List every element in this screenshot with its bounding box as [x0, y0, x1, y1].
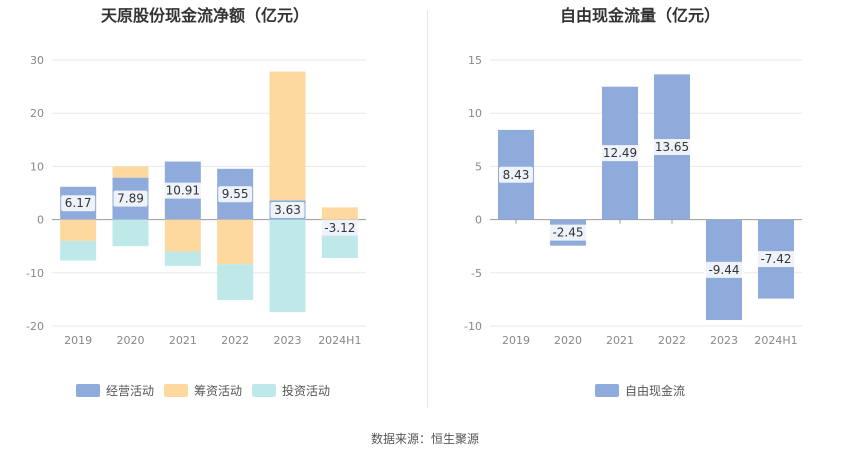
data-label: -7.42 [760, 252, 791, 266]
data-label-background [270, 201, 305, 218]
data-label: 6.17 [65, 196, 92, 210]
legend-label: 经营活动 [106, 384, 154, 398]
legend-swatch [76, 384, 100, 397]
data-label: 12.49 [603, 146, 637, 160]
data-label: -9.44 [708, 263, 739, 277]
y-tick-label: 15 [468, 54, 482, 67]
y-tick-label: 20 [30, 107, 44, 120]
y-tick-label: 10 [468, 107, 482, 120]
chart-divider [427, 10, 428, 408]
data-label: 3.63 [274, 203, 301, 217]
legend-swatch [252, 384, 276, 397]
bar-3-2020 [112, 219, 149, 247]
data-label-background [547, 224, 589, 241]
data-label-background [319, 219, 361, 236]
y-tick-label: -5 [471, 267, 482, 280]
y-tick-label: 10 [30, 160, 44, 173]
data-label-background [61, 195, 96, 212]
bar-3-2021 [164, 251, 201, 266]
x-tick-label: 2021 [169, 334, 197, 347]
x-tick-label: 2023 [710, 334, 738, 347]
legend-label: 筹资活动 [194, 384, 242, 398]
y-tick-label: 30 [30, 54, 44, 67]
data-label: 10.91 [166, 184, 200, 198]
free-cash-flow-chart: 自由现金流量（亿元） -10 -5 0 5 10 15 2019 2020 2021 2022 20… [464, 6, 802, 398]
x-tick-label: 2019 [64, 334, 92, 347]
bar-3-2022 [217, 264, 254, 300]
bar-2-2024H1 [321, 207, 358, 220]
y-tick-label: 0 [37, 214, 44, 227]
data-label-background [651, 138, 693, 155]
data-label: 8.43 [503, 168, 530, 182]
data-label: -2.45 [552, 226, 583, 240]
x-tick-label: 2022 [221, 334, 249, 347]
data-label: -3.12 [324, 221, 355, 235]
legend-swatch [164, 384, 188, 397]
x-tick-label: 2023 [274, 334, 302, 347]
cash-flow-chart-title: 天原股份现金流净额（亿元） [101, 6, 309, 25]
data-source-note: 数据来源：恒生聚源 [370, 432, 479, 446]
y-tick-label: -20 [26, 320, 44, 333]
legend-label: 投资活动 [282, 383, 330, 398]
x-tick-label: 2022 [658, 334, 686, 347]
y-tick-label: -10 [26, 267, 44, 280]
data-label: 9.55 [222, 187, 249, 201]
cash-flow-chart: 天原股份现金流净额（亿元） -20 -10 0 10 20 30 2019 2020 2021 2… [26, 6, 366, 398]
bar-2-2020 [112, 166, 149, 178]
bar-2-2021 [164, 219, 201, 252]
x-tick-label: 2019 [502, 334, 530, 347]
data-label-background [755, 251, 797, 268]
bar-2-2019 [60, 219, 97, 241]
data-label: 13.65 [655, 140, 689, 154]
bar-3-2019 [60, 240, 97, 261]
y-tick-label: 5 [475, 160, 482, 173]
bar-2-2022 [217, 219, 254, 265]
y-tick-label: 0 [475, 214, 482, 227]
legend-label: 自由现金流 [625, 383, 685, 398]
data-label-background [113, 190, 148, 207]
x-tick-label: 2024H1 [318, 334, 361, 347]
x-tick-label: 2021 [606, 334, 634, 347]
y-tick-label: -10 [464, 320, 482, 333]
data-label: 7.89 [117, 192, 144, 206]
data-label-background [703, 261, 745, 278]
data-label-background [218, 186, 253, 203]
x-tick-label: 2024H1 [754, 334, 797, 347]
x-tick-label: 2020 [554, 334, 582, 347]
data-label-background [599, 145, 641, 162]
free-cash-flow-chart-title: 自由现金流量（亿元） [560, 6, 720, 25]
bar-3-2023 [269, 219, 306, 313]
bar-3-2024H1 [321, 236, 358, 259]
bar-2-2023 [269, 71, 306, 201]
x-tick-label: 2020 [117, 334, 145, 347]
data-label-background [499, 166, 533, 183]
legend-swatch [595, 384, 619, 397]
data-label-background [162, 182, 204, 199]
